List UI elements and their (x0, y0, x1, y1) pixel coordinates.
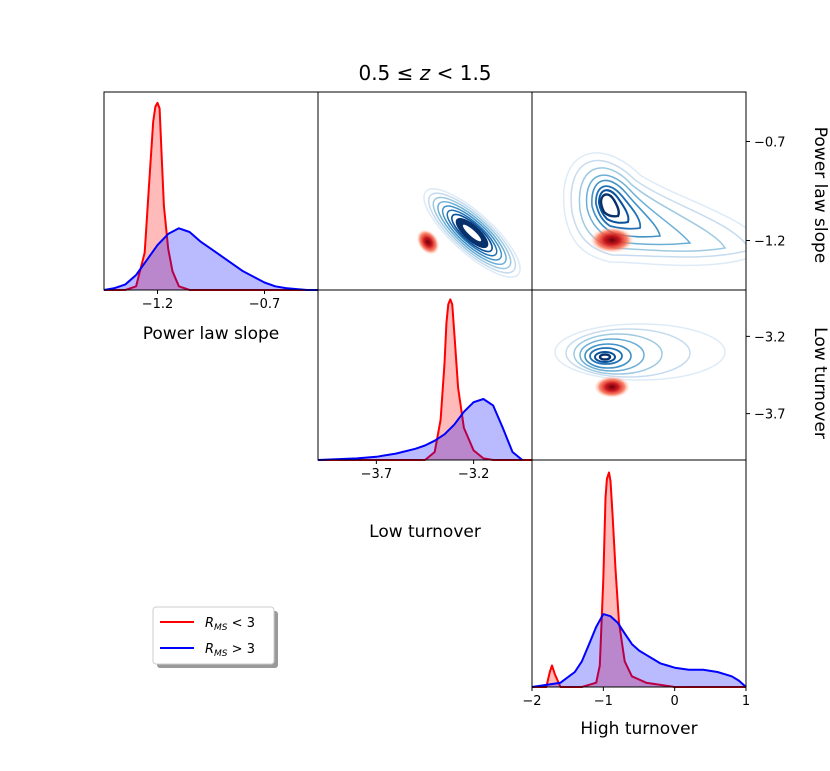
joint-high-turnover-vs-slope (562, 152, 746, 267)
xlabel-power-law-slope: Power law slope (143, 324, 279, 344)
ylabel-low-turnover: Low turnover (810, 327, 830, 439)
xtick-label-low-turnover: −3.7 (361, 467, 393, 482)
marginal-curve-red-low-turnover (318, 298, 532, 461)
red-blob-panel-3 (594, 376, 630, 398)
red-blob-panel-1 (416, 229, 440, 255)
xtick-label-high-turnover: 1 (742, 694, 750, 709)
blue-contours-panel-3 (554, 323, 726, 381)
marginal-high-turnover: −2 −1 0 1 (522, 459, 750, 709)
marginal-low-turnover: −3.7 −3.2 (317, 289, 533, 482)
xtick-label-high-turnover: 0 (671, 694, 679, 709)
blue-contours-panel-2 (562, 152, 746, 267)
chart-title: 0.5 ≤ z < 1.5 (358, 61, 491, 85)
xlabel-high-turnover: High turnover (580, 719, 697, 739)
marginal-curve-blue-power-law-slope (103, 227, 318, 291)
marginal-fill-blue-low-turnover (318, 399, 523, 460)
marginal-curve-blue-low-turnover (317, 398, 523, 461)
xtick-label-low-turnover: −3.2 (458, 467, 490, 482)
xtick-label-high-turnover: −1 (594, 694, 613, 709)
xtick-label-high-turnover: −2 (522, 694, 541, 709)
ytick-label-low-turnover: −3.7 (754, 408, 786, 423)
marginal-fill-red-power-law-slope (104, 102, 318, 291)
xtick-label-power-law-slope: −0.7 (249, 297, 281, 312)
marginal-curve-blue-high-turnover (531, 613, 747, 688)
ytick-label-low-turnover: −3.2 (754, 330, 786, 345)
marginal-power-law-slope: −1.2 −0.7 (103, 91, 319, 312)
ytick-label-power-law-slope: −1.2 (754, 235, 786, 250)
legend: RMS < 3 RMS > 3 (152, 606, 278, 668)
red-blob-panel-2 (590, 227, 634, 253)
legend-label-red: RMS < 3 (205, 616, 255, 633)
panel-frame-3 (531, 289, 747, 461)
joint-high-turnover-vs-low-turnover (554, 323, 726, 398)
ytick-label-power-law-slope: −0.7 (754, 136, 786, 151)
ylabel-power-law-slope: Power law slope (810, 127, 830, 263)
xlabel-low-turnover: Low turnover (369, 522, 481, 542)
panel-frame-1 (317, 91, 533, 291)
right-axes: −1.2 −0.7 −3.7 −3.2 (746, 136, 786, 423)
blue-contours-panel-1 (423, 188, 521, 278)
joint-low-turnover-vs-slope (416, 188, 521, 278)
legend-label-blue: RMS > 3 (205, 642, 255, 659)
xtick-label-power-law-slope: −1.2 (142, 297, 174, 312)
marginal-fill-blue-power-law-slope (104, 228, 318, 290)
